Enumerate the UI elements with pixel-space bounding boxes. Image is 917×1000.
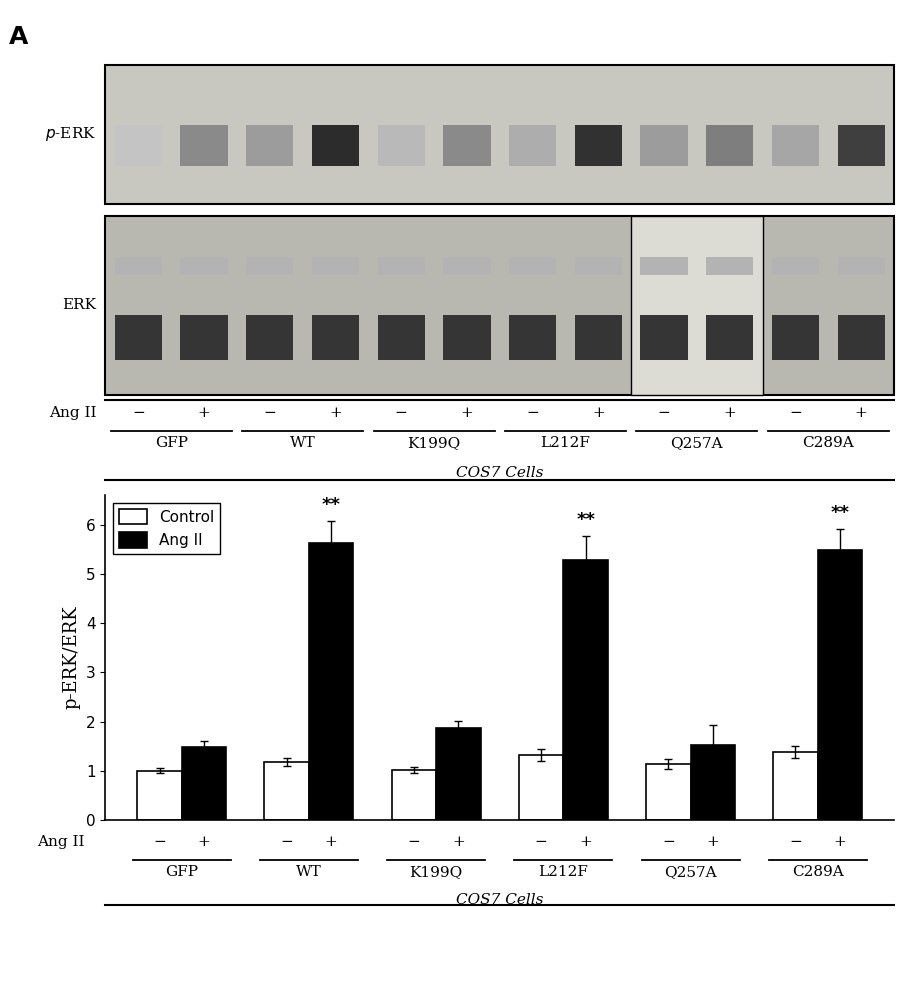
Text: COS7 Cells: COS7 Cells (456, 893, 544, 907)
Text: −: − (662, 835, 675, 849)
Bar (773, 752, 818, 820)
Text: +: + (325, 835, 337, 849)
Text: −: − (526, 406, 539, 420)
Text: $p$-ERK: $p$-ERK (45, 125, 96, 143)
Text: +: + (706, 835, 719, 849)
Text: L212F: L212F (538, 865, 589, 879)
Text: A: A (9, 25, 28, 49)
Text: ERK: ERK (62, 298, 96, 312)
Text: −: − (395, 406, 407, 420)
Bar (182, 747, 226, 820)
Text: +: + (592, 406, 604, 420)
Text: C289A: C289A (792, 865, 844, 879)
Text: −: − (153, 835, 166, 849)
Text: +: + (452, 835, 465, 849)
Text: +: + (580, 835, 592, 849)
Bar (309, 543, 353, 820)
Bar (138, 771, 182, 820)
Text: −: − (657, 406, 670, 420)
Text: C289A: C289A (802, 436, 855, 450)
Text: Ang II: Ang II (49, 406, 96, 420)
Text: −: − (132, 406, 145, 420)
Bar (519, 755, 563, 820)
Text: −: − (790, 406, 801, 420)
Bar (264, 762, 309, 820)
Text: GFP: GFP (155, 436, 188, 450)
Text: +: + (198, 835, 210, 849)
Text: **: ** (322, 496, 341, 514)
Text: +: + (460, 406, 473, 420)
Bar (818, 550, 862, 820)
Text: WT: WT (290, 436, 315, 450)
Text: +: + (724, 406, 736, 420)
Legend: Control, Ang II: Control, Ang II (113, 503, 220, 554)
Bar (392, 770, 436, 820)
Text: L212F: L212F (540, 436, 591, 450)
Text: WT: WT (296, 865, 322, 879)
Text: +: + (855, 406, 867, 420)
Text: COS7 Cells: COS7 Cells (456, 466, 544, 480)
Text: +: + (834, 835, 846, 849)
Text: Ang II: Ang II (37, 835, 84, 849)
Bar (646, 764, 691, 820)
Text: −: − (263, 406, 276, 420)
Bar (691, 745, 735, 820)
Text: −: − (790, 835, 801, 849)
Text: +: + (329, 406, 342, 420)
Text: Q257A: Q257A (670, 436, 724, 450)
Bar (436, 728, 481, 820)
Text: Q257A: Q257A (664, 865, 717, 879)
Text: GFP: GFP (165, 865, 198, 879)
Text: **: ** (831, 504, 849, 522)
Text: −: − (535, 835, 547, 849)
Text: **: ** (576, 511, 595, 529)
Text: K199Q: K199Q (410, 865, 463, 879)
Text: +: + (198, 406, 210, 420)
Text: −: − (407, 835, 420, 849)
Text: −: − (281, 835, 293, 849)
Bar (563, 560, 608, 820)
Y-axis label: p-ERK/ERK: p-ERK/ERK (62, 606, 81, 709)
Text: K199Q: K199Q (407, 436, 460, 450)
